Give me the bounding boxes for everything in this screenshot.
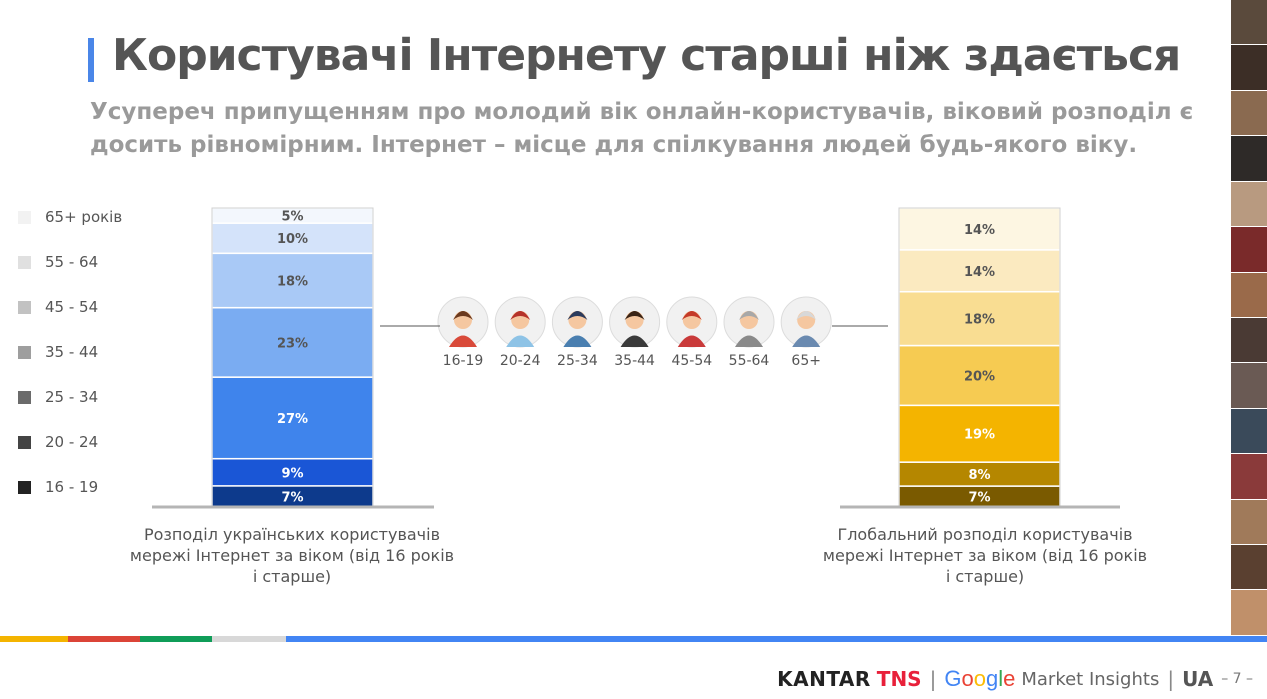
bar-value-label: 5% (281, 210, 303, 225)
avatar-hair-icon (567, 311, 588, 320)
bar-value-label: 7% (281, 490, 303, 505)
portrait-photo (1231, 272, 1267, 318)
legend-swatch (18, 300, 31, 314)
avatar-hair-icon (681, 311, 702, 320)
bottom-color-stripe (0, 636, 1267, 642)
bar-segment-35-44 (211, 306, 374, 378)
bar-value-label: 9% (281, 466, 303, 481)
page-title: Користувачі Інтернету старші ніж здаєтьс… (112, 30, 1181, 81)
avatar-age-label: 20-24 (500, 353, 541, 369)
legend-item: 55 - 64 (18, 253, 98, 271)
ukraine-chart-caption: Розподіл українських користувачів мережі… (129, 525, 455, 586)
ukraine-stacked-bar: 7% 9% 27% 23% 18% 10% 5% (211, 207, 374, 508)
portrait-photo (1231, 90, 1267, 137)
portrait-photo (1231, 499, 1267, 546)
portrait-photo (1231, 590, 1267, 636)
avatar-hair-icon (453, 311, 473, 320)
page-subtitle: Усупереч припущенням про молодий вік онл… (90, 99, 1194, 158)
bar-segment-45-54 (211, 252, 374, 309)
footer-separator: | (929, 667, 937, 691)
global-chart-caption: Глобальний розподіл користувачів мережі … (822, 525, 1148, 586)
legend-label: 20 - 24 (45, 433, 99, 451)
bar-value-label: 18% (964, 313, 995, 328)
bar-value-label: 27% (277, 412, 308, 427)
avatar-hair-icon (739, 311, 759, 320)
avatar-body-icon (735, 335, 763, 347)
portrait-photo (1231, 454, 1267, 500)
avatar-age-label: 55-64 (729, 353, 770, 369)
legend-swatch (18, 480, 31, 494)
bar-value-label: 19% (964, 428, 995, 443)
portrait-photo (1231, 363, 1267, 409)
portrait-photo (1231, 545, 1267, 591)
avatar-age-label: 45-54 (671, 353, 712, 369)
footer-separator: | (1167, 667, 1175, 691)
avatar-body-icon (677, 335, 706, 347)
age-distribution-chart: 7% 9% 27% 23% 18% 10% 5% 7% 8% 19% 20% 18% 14% 14% 1… (152, 207, 1120, 509)
legend-item: 45 - 54 (18, 298, 98, 316)
bar-value-label: 14% (964, 223, 995, 238)
legend-label: 45 - 54 (45, 298, 99, 316)
bar-value-label: 20% (964, 369, 995, 384)
avatar-age-label: 16-19 (443, 353, 484, 369)
legend-label: 55 - 64 (45, 253, 99, 271)
legend-item: 25 - 34 (18, 388, 98, 406)
legend-item: 20 - 24 (18, 433, 98, 451)
bar-value-label: 8% (968, 468, 990, 483)
avatar-body-icon (506, 335, 535, 347)
tns-logo: TNS (876, 667, 922, 691)
legend-swatch (18, 255, 31, 269)
bar-value-label: 23% (277, 336, 308, 351)
portrait-photo (1231, 408, 1267, 455)
photo-strip (1231, 0, 1267, 636)
avatar-hair-icon (624, 311, 645, 320)
portrait-photo (1231, 45, 1267, 91)
bar-value-label: 7% (968, 491, 990, 506)
portrait-photo (1231, 0, 1267, 46)
legend-swatch (18, 435, 31, 449)
legend-label: 35 - 44 (45, 343, 99, 361)
legend-label: 25 - 34 (45, 388, 99, 406)
bar-value-label: 18% (277, 274, 308, 289)
portrait-photo (1231, 136, 1267, 182)
google-logo: Google (944, 666, 1016, 691)
legend-label: 65+ років (45, 208, 123, 226)
avatar-age-label: 35-44 (614, 353, 655, 369)
bar-value-label: 10% (277, 232, 308, 247)
avatar-hair-icon (796, 311, 817, 320)
footer: KANTAR TNS | Google Market Insights | UA… (777, 666, 1253, 692)
title-accent-bar (88, 38, 94, 82)
portrait-photo (1231, 181, 1267, 228)
avatar-body-icon (620, 335, 649, 347)
avatar-body-icon (449, 335, 477, 347)
avatar-age-label: 25-34 (557, 353, 598, 369)
bar-segment-25-34 (898, 404, 1061, 463)
legend-label: 16 - 19 (45, 478, 99, 496)
legend-item: 65+ років (18, 208, 122, 226)
legend-item: 35 - 44 (18, 343, 98, 361)
legend-swatch (18, 210, 31, 224)
market-insights-label: Market Insights (1021, 668, 1160, 690)
avatar-body-icon (563, 335, 592, 347)
bar-segment-65+ (898, 207, 1061, 251)
legend-swatch (18, 345, 31, 359)
country-code: UA (1182, 667, 1214, 691)
portrait-photo (1231, 317, 1267, 364)
legend-swatch (18, 390, 31, 404)
bar-value-label: 14% (964, 265, 995, 280)
avatar-body-icon (792, 335, 821, 347)
kantar-logo: KANTAR (777, 667, 871, 691)
age-avatars: 16-19 20-24 25-34 35-44 45-54 55-64 65+ (437, 296, 832, 369)
avatar-hair-icon (510, 311, 531, 320)
legend-item: 16 - 19 (18, 478, 98, 496)
portrait-photo (1231, 227, 1267, 273)
page-number: – 7 – (1221, 671, 1253, 687)
avatar-age-label: 65+ (791, 353, 821, 369)
global-stacked-bar: 7% 8% 19% 20% 18% 14% 14% (898, 207, 1061, 508)
